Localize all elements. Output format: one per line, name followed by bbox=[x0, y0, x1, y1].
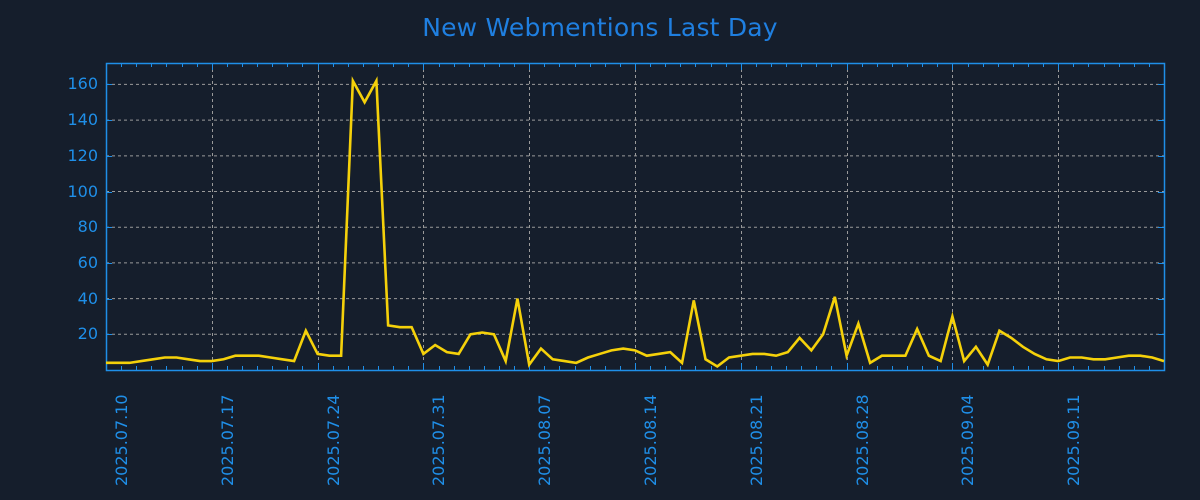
x-axis-tick-label: 2025.07.24 bbox=[323, 394, 343, 486]
x-axis-tick-label: 2025.09.11 bbox=[1064, 394, 1084, 486]
x-axis-tick-label: 2025.09.04 bbox=[958, 394, 978, 486]
y-axis-tick-label: 140 bbox=[67, 110, 98, 130]
gridlines bbox=[106, 63, 1164, 370]
chart-title: New Webmentions Last Day bbox=[422, 13, 778, 42]
y-axis-tick-label: 80 bbox=[77, 217, 98, 237]
x-axis-tick-label: 2025.08.21 bbox=[746, 394, 766, 486]
y-axis-tick-label: 20 bbox=[77, 324, 98, 344]
y-axis-tick-label: 100 bbox=[67, 181, 98, 201]
x-axis-tick-label: 2025.07.17 bbox=[217, 394, 237, 486]
y-axis-tick-label: 120 bbox=[67, 145, 98, 165]
y-axis-tick-label: 160 bbox=[67, 74, 98, 94]
x-axis-tick-label: 2025.07.10 bbox=[112, 394, 131, 486]
x-axis-tick-label: 2025.08.28 bbox=[852, 394, 872, 486]
plot-frame bbox=[105, 62, 1166, 372]
y-axis-tick-label: 60 bbox=[77, 252, 98, 272]
data-series-line bbox=[106, 76, 1165, 369]
x-axis-tick-label: 2025.08.07 bbox=[535, 394, 555, 486]
x-axis-tick-label: 2025.07.31 bbox=[429, 394, 449, 486]
x-axis-tick-label: 2025.08.14 bbox=[641, 394, 660, 486]
y-axis-tick-label: 40 bbox=[77, 288, 98, 308]
